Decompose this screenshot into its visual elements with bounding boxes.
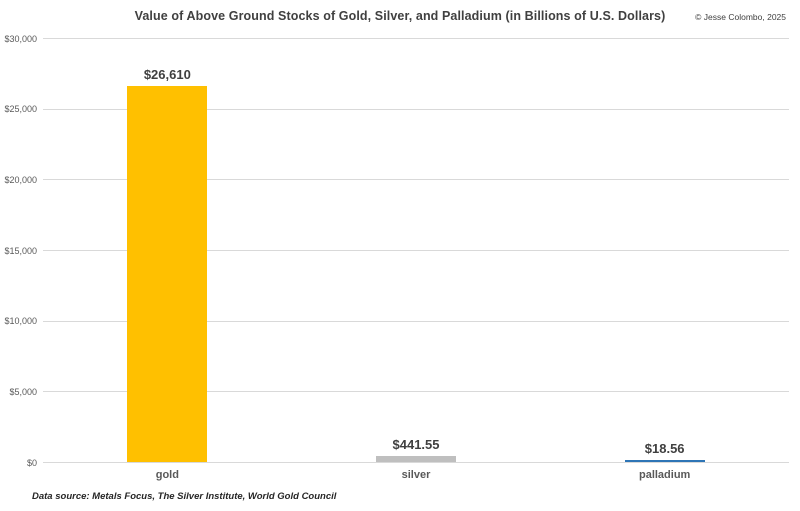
y-axis-tick-label: $15,000 [4, 245, 37, 256]
y-axis-tick-label: $30,000 [4, 33, 37, 44]
gridline [43, 391, 789, 393]
gridline [43, 179, 789, 181]
y-axis-tick-label: $20,000 [4, 174, 37, 185]
value-label-silver: $441.55 [392, 436, 440, 452]
gridline [43, 108, 789, 110]
gridline [43, 320, 789, 322]
category-label-gold: gold [155, 469, 179, 481]
category-label-palladium: palladium [638, 469, 691, 481]
value-label-palladium: $18.56 [644, 441, 685, 456]
value-label-gold: $26,610 [143, 66, 191, 82]
copyright-text: © Jesse Colombo, 2025 [695, 12, 786, 22]
bar-palladium [624, 460, 705, 462]
y-axis-tick-label: $10,000 [4, 316, 37, 327]
gridline [43, 250, 789, 251]
bar-gold [127, 85, 208, 462]
bar-silver [376, 455, 456, 462]
category-label-silver: silver [401, 469, 431, 481]
gridline [43, 38, 789, 39]
chart-title: Value of Above Ground Stocks of Gold, Si… [134, 9, 666, 23]
gridline [43, 462, 789, 463]
y-axis-tick-label: $5,000 [9, 386, 37, 397]
y-axis-tick-label: $0 [26, 457, 37, 468]
y-axis-tick-label: $25,000 [4, 104, 37, 115]
data-source-text: Data source: Metals Focus, The Silver In… [32, 491, 337, 502]
